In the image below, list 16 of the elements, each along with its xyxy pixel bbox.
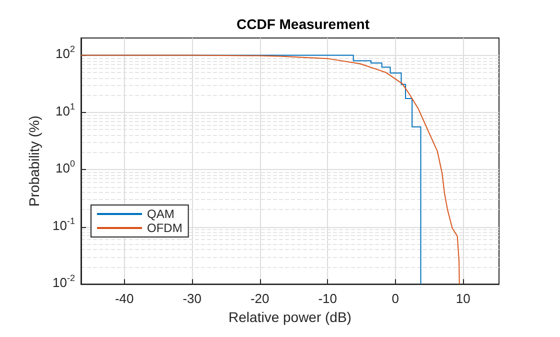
x-tick-label: -40: [114, 291, 134, 306]
y-tick-label: 10$^{2}$: [56, 44, 75, 62]
x-tick-label: -10: [318, 291, 337, 306]
x-tick-label: -30: [182, 291, 202, 306]
y-axis-title: Probability (%): [26, 116, 42, 207]
x-tick-label: 0: [392, 291, 399, 306]
y-tick-label: 10$^{-2}$: [52, 273, 75, 291]
y-tick-label: 10$^{1}$: [56, 102, 75, 119]
y-tick-label: 10$^{-1}$: [52, 216, 75, 234]
x-tick-label: -20: [250, 291, 270, 306]
x-axis-title: Relative power (dB): [228, 309, 352, 325]
legend-label: QAM: [147, 207, 174, 221]
legend-label: OFDM: [147, 221, 182, 235]
y-tick-label: 10$^{0}$: [56, 159, 75, 176]
x-tick-label: 10: [456, 291, 470, 306]
chart-title: CCDF Measurement: [236, 16, 370, 32]
